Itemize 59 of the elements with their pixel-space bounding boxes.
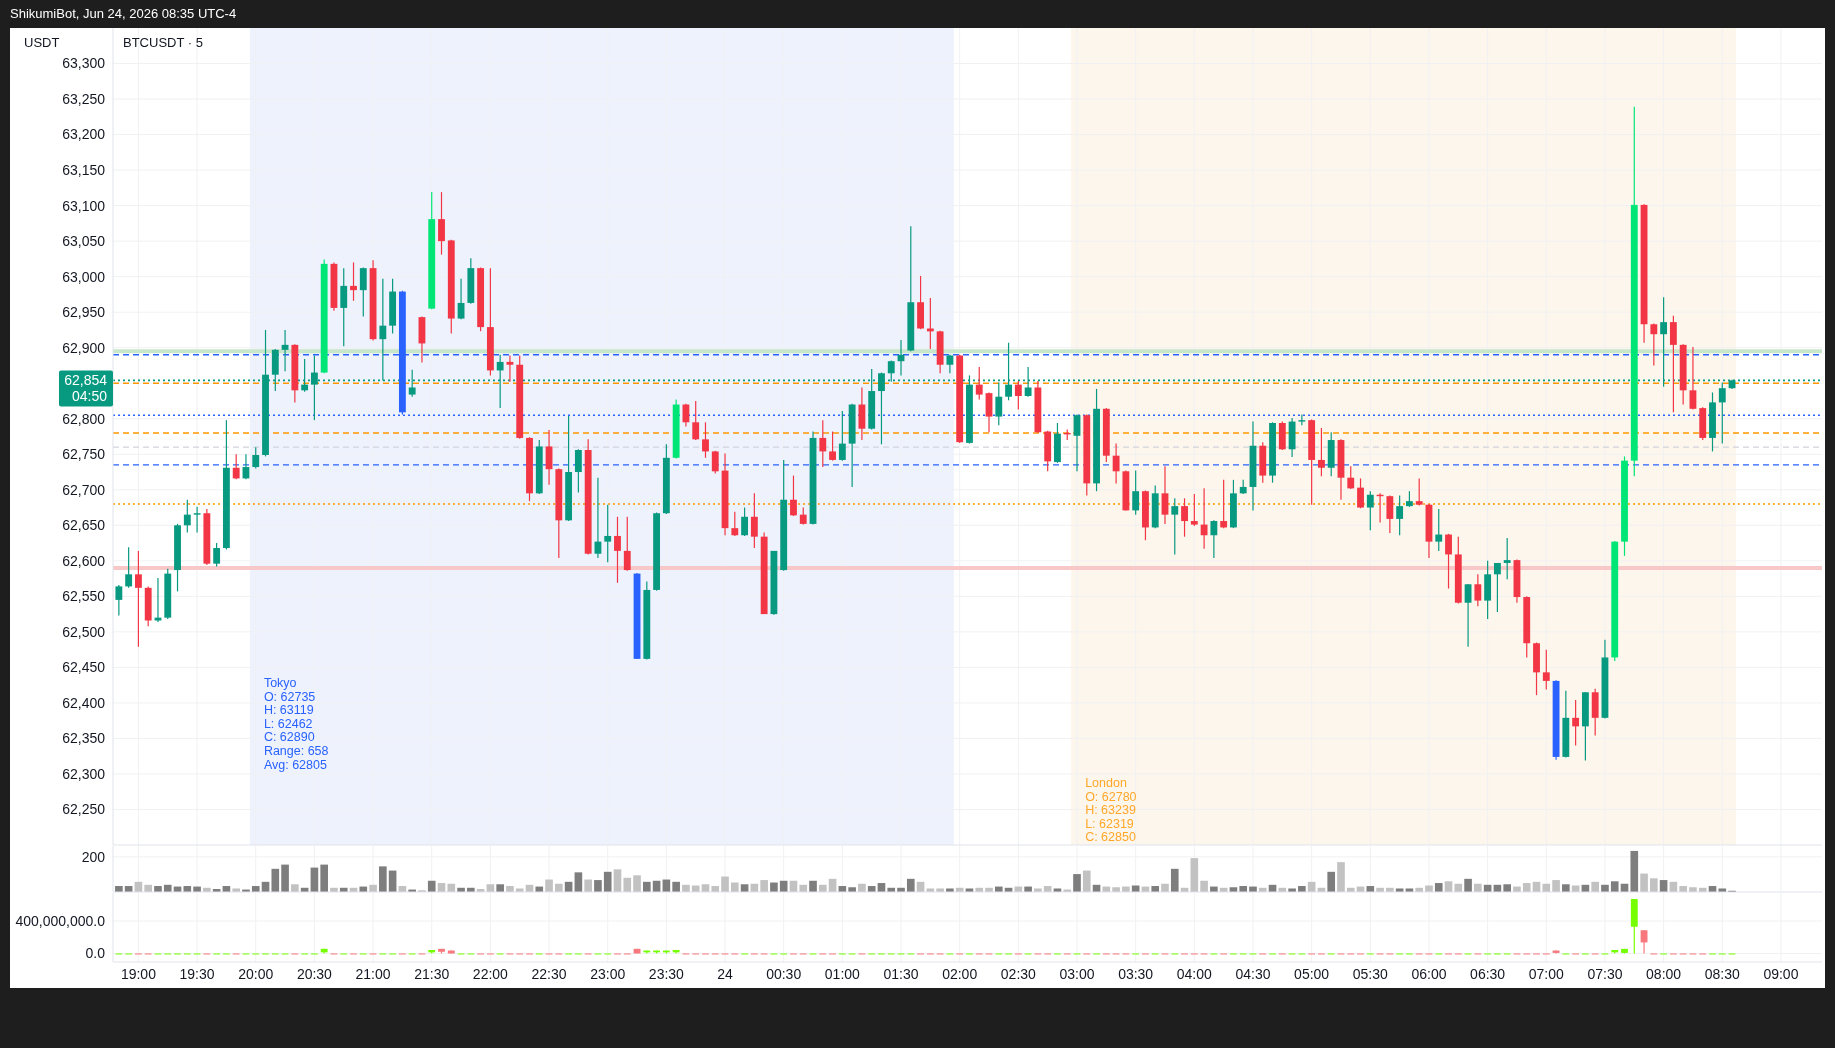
x-tick-label: 08:00	[1646, 966, 1682, 982]
y-tick-label: 62,500	[62, 623, 106, 640]
x-tick-label: 19:30	[179, 966, 215, 982]
text: BTCUSDT · 5	[123, 35, 203, 50]
y-tick-label: 62,550	[62, 588, 106, 605]
y-tick-label: 62,400	[62, 694, 106, 711]
y-tick-label: 63,000	[62, 268, 106, 285]
y-tick-label: 400,000,000.0	[15, 912, 106, 929]
y-tick-label: 62,350	[62, 730, 106, 747]
x-tick-label: 07:30	[1587, 966, 1623, 982]
annotation: Tokyo O: 62735 H: 63119 L: 62462 C: 62890 Range: 658 Avg: 62805	[263, 676, 329, 772]
y-tick-label: 63,100	[62, 197, 106, 214]
y-tick-label: 0.0	[85, 945, 106, 962]
x-tick-label: 02:00	[942, 966, 978, 982]
x-tick-label: 21:30	[414, 966, 450, 982]
x-tick-label: 08:30	[1704, 966, 1740, 982]
text: ShikumiBot, Jun 24, 2026 08:35 UTC-4	[10, 6, 237, 21]
x-tick-label: 23:30	[648, 966, 685, 982]
x-tick-label: 24	[717, 966, 734, 982]
y-tick-label: 62,900	[62, 339, 106, 356]
y-tick-label: 62,650	[62, 517, 106, 534]
x-tick-label: 03:30	[1118, 966, 1154, 982]
y-tick-label: 62,450	[62, 659, 106, 676]
x-tick-label: 09:00	[1763, 966, 1799, 982]
y-tick-label: 62,300	[62, 765, 106, 782]
x-tick-label: 05:00	[1294, 966, 1330, 982]
annotation: London O: 62780 H: 63239 L: 62319 C: 62850	[1085, 776, 1137, 845]
y-tick-label: 63,050	[62, 233, 106, 250]
x-tick-label: 20:00	[238, 966, 274, 982]
x-tick-label: 22:30	[531, 966, 567, 982]
x-tick-label: 02:30	[1000, 966, 1037, 982]
y-tick-label: 63,250	[62, 90, 106, 107]
y-tick-label: 63,150	[62, 161, 106, 178]
ref-line-label: 62,854 04:50	[64, 372, 108, 405]
y-tick-label: 63,200	[62, 126, 106, 143]
y-axis-title: USDT	[24, 35, 60, 50]
y-tick-label: 63,300	[62, 55, 106, 72]
x-tick-label: 00:30	[766, 966, 802, 982]
x-tick-label: 03:00	[1059, 966, 1095, 982]
y-tick-label: 200	[81, 848, 106, 865]
y-tick-label: 62,950	[62, 304, 106, 321]
x-tick-label: 06:00	[1411, 966, 1447, 982]
x-tick-label: 07:00	[1528, 966, 1565, 982]
x-tick-label: 01:00	[824, 966, 861, 982]
x-tick-label: 22:00	[472, 966, 509, 982]
x-tick-label: 20:30	[296, 966, 333, 982]
x-tick-label: 04:30	[1235, 966, 1271, 982]
y-tick-label: 62,800	[62, 410, 106, 427]
x-tick-label: 23:00	[590, 966, 626, 982]
y-tick-label: 62,250	[62, 801, 106, 818]
x-tick-label: 05:30	[1352, 966, 1389, 982]
y-tick-label: 62,600	[62, 552, 106, 569]
x-tick-label: 21:00	[355, 966, 391, 982]
y-tick-label: 62,700	[62, 481, 106, 498]
x-tick-label: 19:00	[120, 966, 157, 982]
x-tick-label: 06:30	[1470, 966, 1506, 982]
y-tick-label: 62,750	[62, 446, 106, 463]
x-tick-label: 04:00	[1176, 966, 1213, 982]
x-tick-label: 01:30	[883, 966, 919, 982]
